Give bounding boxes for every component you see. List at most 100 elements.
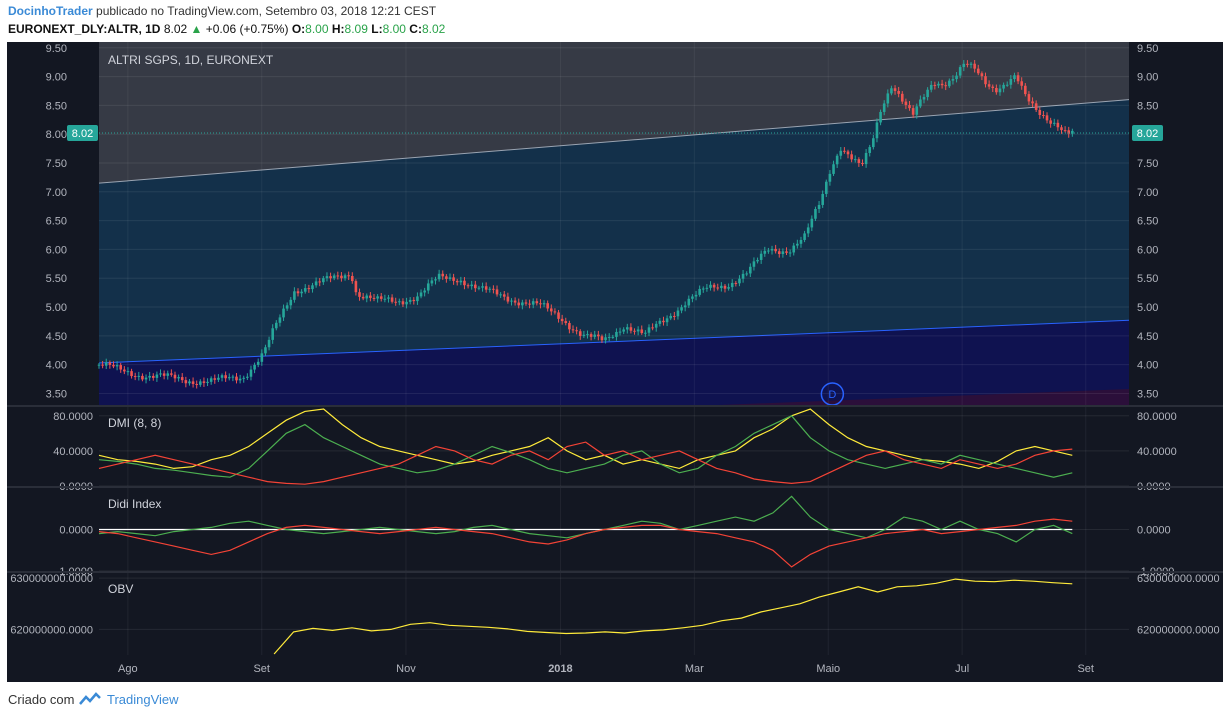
- candle-body: [781, 251, 785, 255]
- candle-body: [336, 275, 340, 277]
- candle-body: [477, 287, 481, 289]
- pane2-series-1: [98, 495, 1073, 543]
- candle-body: [615, 331, 618, 337]
- candle-body: [133, 376, 137, 378]
- candle-body: [434, 279, 437, 281]
- candle-body: [220, 375, 224, 378]
- candle-body: [318, 281, 322, 283]
- last-price-label-right: 8.02: [1137, 128, 1158, 140]
- dividend-marker-label: D: [828, 389, 836, 401]
- candle-body: [861, 162, 864, 165]
- footer: Criado com: [8, 692, 74, 707]
- candle-body: [256, 361, 260, 365]
- candle-body: [933, 84, 937, 86]
- last-price-badge-left: [67, 125, 98, 142]
- chart-container[interactable]: 9.509.509.009.008.508.508.008.007.507.50…: [7, 42, 1223, 682]
- candle-body: [1067, 130, 1071, 134]
- candle-body: [539, 303, 542, 305]
- close-value: 8.02: [421, 22, 446, 36]
- candle-body: [817, 204, 821, 209]
- change-value: +0.06 (+0.75%): [205, 22, 289, 36]
- chart-svg[interactable]: 9.509.509.009.008.508.508.008.007.507.50…: [7, 42, 1223, 682]
- candle-body: [683, 305, 687, 308]
- candle-body: [969, 63, 973, 65]
- close-label: C:: [409, 22, 422, 36]
- pane2-title: Didi Index: [108, 497, 161, 511]
- pane3-tick-left-1: 620000000.0000: [10, 624, 93, 636]
- candle-body: [680, 307, 683, 311]
- author-link[interactable]: DocinhoTrader: [8, 4, 93, 18]
- candle-body: [495, 289, 499, 295]
- candle-body: [1034, 103, 1038, 110]
- candle-body: [980, 73, 984, 77]
- pane2-tick-right-0: 0.0000: [1137, 525, 1171, 537]
- footer-created: Criado com: [8, 692, 75, 707]
- pane3-series-0: [273, 578, 1073, 655]
- price-tick-right-1: 9.00: [1137, 72, 1158, 84]
- candle-body: [882, 103, 886, 112]
- candle-body: [571, 329, 575, 331]
- symbol-header: EURONEXT_DLY:ALTR, 1D 8.02 ▲ +0.06 (+0.7…: [8, 22, 445, 36]
- candle-body: [329, 276, 332, 279]
- candle-body: [785, 251, 788, 253]
- pane2-tick-left-0: 0.0000: [59, 525, 93, 537]
- price-tick-left-3: 8.00: [46, 129, 67, 141]
- x-tick-2: Nov: [396, 663, 416, 675]
- candle-body: [104, 362, 108, 366]
- x-tick-5: Maio: [816, 663, 840, 675]
- candle-body: [455, 280, 459, 283]
- candle-body: [727, 287, 730, 289]
- footer-brand-label[interactable]: TradingView: [107, 692, 179, 707]
- candle-body: [788, 252, 792, 254]
- candle-body: [1027, 94, 1031, 102]
- lower-zone: [99, 320, 1129, 405]
- candle-body: [839, 150, 843, 156]
- x-tick-0: Ago: [118, 663, 138, 675]
- candle-body: [463, 280, 466, 286]
- pane3-tick-right-0: 630000000.0000: [1137, 573, 1220, 585]
- x-tick-4: Mar: [685, 663, 704, 675]
- candle-body: [987, 84, 991, 87]
- candle-body: [141, 375, 144, 380]
- candle-body: [285, 305, 289, 309]
- candle-body: [622, 329, 625, 332]
- candle-body: [767, 250, 770, 252]
- candle-body: [1056, 122, 1060, 128]
- candle-body: [1002, 84, 1005, 89]
- price-tick-left-12: 3.50: [46, 388, 67, 400]
- candle-body: [749, 266, 752, 274]
- candle-body: [260, 353, 264, 362]
- footer-brand[interactable]: TradingView: [107, 692, 179, 707]
- price-tick-right-7: 6.00: [1137, 244, 1158, 256]
- candle-body: [137, 375, 141, 377]
- low-value: 8.00: [382, 22, 406, 36]
- price-tick-left-4: 7.50: [46, 158, 67, 170]
- candle-body: [173, 374, 177, 379]
- candle-body: [430, 280, 434, 284]
- candle-body: [763, 250, 767, 254]
- candle-body: [542, 303, 546, 305]
- price-tick-left-1: 9.00: [46, 72, 67, 84]
- candle-body: [582, 334, 586, 336]
- price-tick-right-8: 5.50: [1137, 273, 1158, 285]
- price-pane-title: ALTRI SGPS, 1D, EURONEXT: [108, 53, 274, 67]
- last-price: 8.02: [163, 22, 188, 36]
- candle-body: [752, 261, 756, 267]
- candle-body: [658, 320, 662, 324]
- candle-body: [821, 193, 824, 205]
- candle-body: [126, 371, 130, 373]
- candle-body: [745, 273, 748, 275]
- candle-body: [314, 281, 318, 286]
- candle-body: [991, 86, 995, 88]
- candle-body: [611, 336, 615, 338]
- candle-body: [195, 383, 198, 385]
- candle-body: [332, 275, 336, 279]
- pane1-series-2: [98, 441, 1073, 485]
- candle-body: [850, 154, 853, 160]
- candle-body: [166, 373, 170, 376]
- candle-body: [922, 97, 926, 100]
- price-tick-left-8: 5.50: [46, 273, 67, 285]
- candle-body: [303, 288, 307, 292]
- candle-body: [267, 339, 271, 348]
- candle-body: [734, 282, 738, 284]
